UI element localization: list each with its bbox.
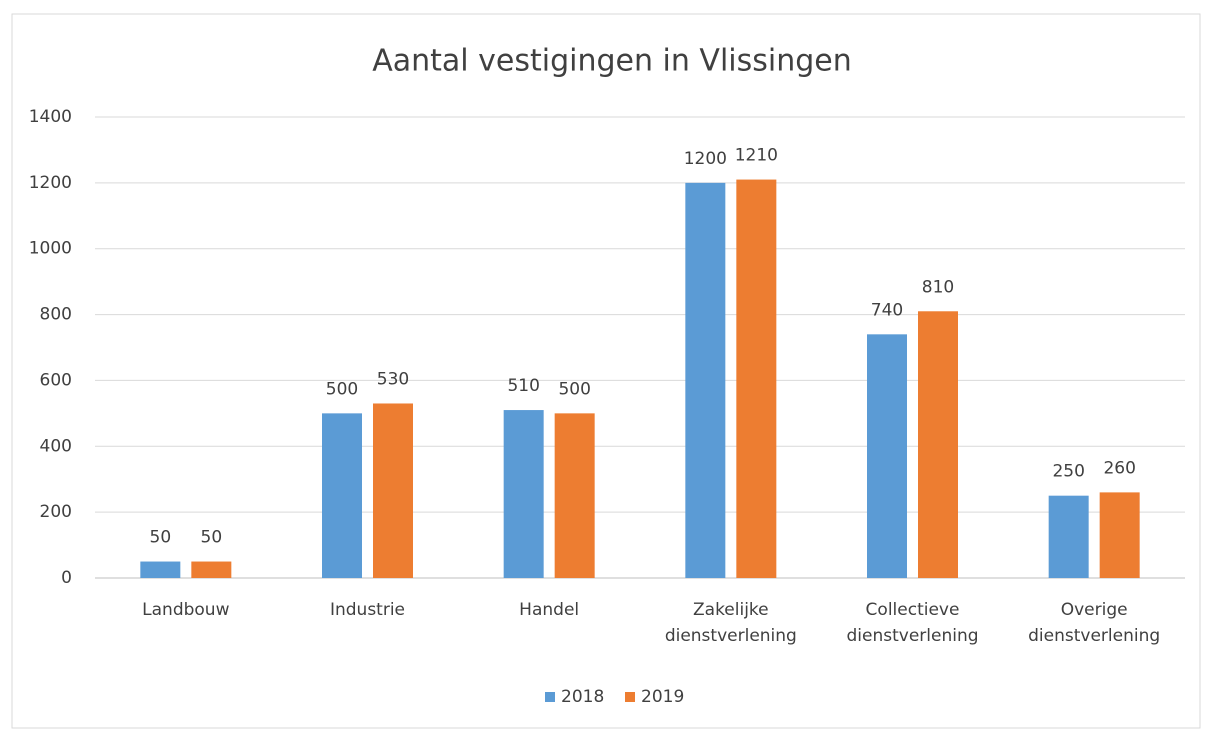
x-tick-label: Landbouw: [142, 600, 230, 620]
x-tick-label: Overige dienstverlening: [1028, 600, 1161, 646]
data-label: 530: [377, 369, 409, 389]
y-tick-label: 200: [40, 502, 72, 522]
x-tick-label: Industrie: [329, 600, 406, 620]
data-label: 810: [922, 277, 954, 297]
bar: [503, 410, 544, 578]
data-label: 740: [871, 300, 903, 320]
data-label: 1200: [684, 149, 727, 169]
x-tick-label: Collectieve dienstverlening: [846, 600, 979, 646]
y-tick-label: 1400: [29, 107, 72, 127]
y-tick-label: 600: [40, 370, 72, 390]
legend-swatch: [625, 692, 635, 702]
bar: [1099, 492, 1140, 578]
y-tick-label: 1000: [29, 239, 72, 259]
y-tick-label: 400: [40, 436, 72, 456]
y-tick-label: 1200: [29, 173, 72, 193]
data-label: 50: [201, 528, 223, 548]
x-tick-label: Zakelijke dienstverlening: [664, 600, 797, 646]
chart-title: Aantal vestigingen in Vlissingen: [372, 44, 852, 79]
x-tick-label: Handel: [519, 600, 580, 620]
chart-border: [11, 13, 1201, 729]
bar: [191, 561, 232, 578]
legend-label: 2019: [641, 687, 684, 707]
data-label: 50: [150, 528, 172, 548]
bar: [322, 413, 362, 578]
bar: [918, 311, 958, 578]
data-label: 1210: [735, 146, 778, 166]
y-tick-label: 0: [61, 568, 72, 588]
bar: [373, 403, 413, 578]
bar: [1048, 495, 1089, 578]
data-label: 500: [558, 379, 590, 399]
data-label: 260: [1103, 458, 1135, 478]
data-label: 250: [1052, 462, 1084, 482]
bar: [554, 413, 595, 578]
bar: [140, 561, 181, 578]
bar: [867, 334, 907, 578]
data-label: 500: [326, 379, 358, 399]
y-tick-label: 800: [40, 305, 72, 325]
data-label: 510: [507, 376, 539, 396]
bar: [736, 179, 777, 579]
legend-label: 2018: [561, 687, 604, 707]
bar: [685, 182, 726, 578]
legend-swatch: [545, 692, 555, 702]
